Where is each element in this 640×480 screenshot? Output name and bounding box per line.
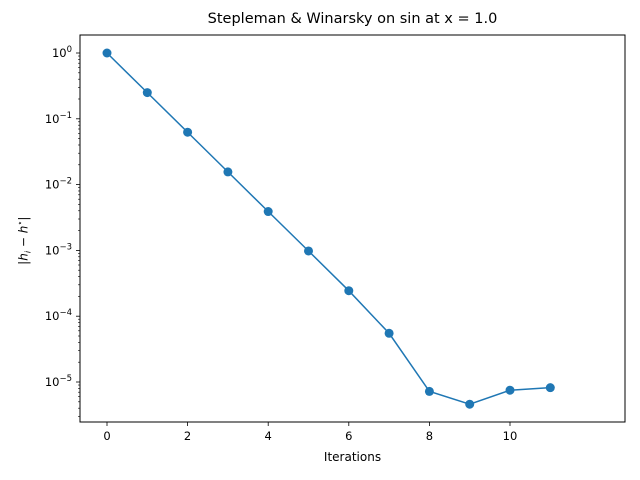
data-point-marker [545, 383, 555, 393]
data-point-marker [142, 88, 152, 98]
data-point-marker [424, 386, 434, 396]
x-axis-label: Iterations [323, 450, 382, 464]
plot-area-frame [79, 34, 626, 423]
x-tick-label: 10 [503, 429, 518, 443]
data-point-marker [223, 167, 233, 177]
data-point-marker [102, 48, 112, 58]
data-point-marker [263, 207, 273, 217]
x-tick-label: 2 [184, 429, 191, 443]
y-tick-label: 10−1 [45, 111, 72, 126]
data-point-marker [304, 246, 313, 256]
x-tick-label: 0 [103, 429, 110, 443]
x-tick-label: 8 [426, 429, 433, 443]
y-tick-label: 100 [52, 45, 72, 60]
data-point-marker [344, 286, 354, 296]
x-tick-label: 4 [265, 429, 272, 443]
y-tick-label: 10−2 [45, 177, 72, 192]
data-point-marker [183, 127, 193, 137]
y-tick-label: 10−5 [45, 374, 72, 389]
chart-title: Stepleman & Winarsky on sin at x = 1.0 [207, 11, 498, 27]
data-point-marker [384, 328, 394, 338]
data-line [106, 52, 551, 405]
x-tick-label: 6 [345, 429, 352, 443]
data-point-marker [465, 399, 475, 409]
y-tick-label: 10−3 [45, 242, 72, 257]
y-tick-label: 10−4 [45, 308, 72, 323]
data-point-marker [505, 385, 515, 395]
